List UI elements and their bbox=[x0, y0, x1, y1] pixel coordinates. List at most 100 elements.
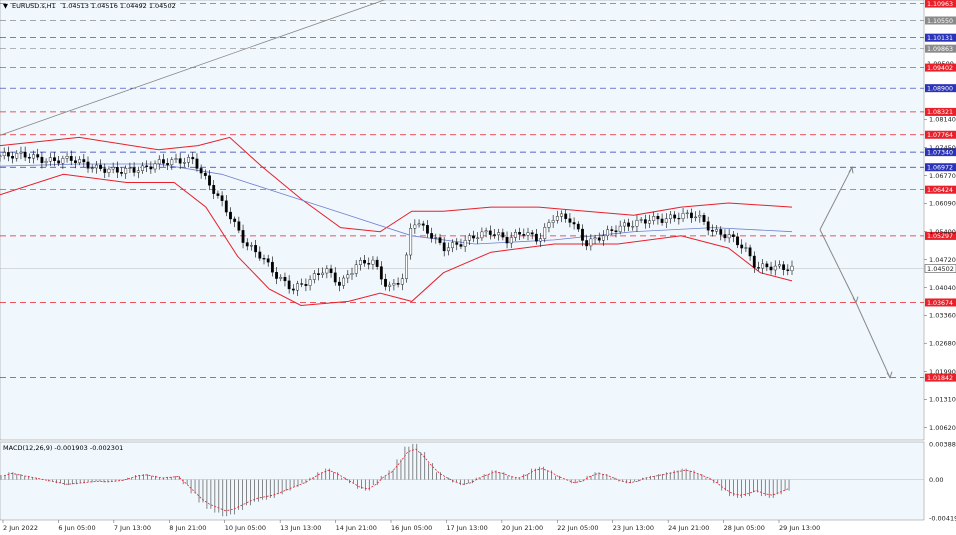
price-tick-label: 1.07450 bbox=[929, 144, 956, 152]
time-tick-label: 23 Jun 13:00 bbox=[613, 524, 654, 532]
candle-body bbox=[90, 167, 94, 169]
level-label: 1.09402 bbox=[927, 65, 953, 72]
candle-body bbox=[786, 269, 790, 271]
candle-body bbox=[539, 238, 542, 242]
candle-body bbox=[145, 165, 149, 167]
time-tick-label: 2 Jun 2022 bbox=[3, 524, 38, 532]
candle-body bbox=[44, 161, 48, 163]
candle-body bbox=[430, 233, 434, 239]
candle-body bbox=[107, 168, 111, 173]
candle-body bbox=[174, 158, 178, 160]
level-label: 1.08900 bbox=[927, 85, 953, 92]
candle-body bbox=[367, 262, 371, 265]
price-tick-label: 1.08140 bbox=[929, 116, 956, 124]
candle-body bbox=[229, 211, 232, 220]
candle-body bbox=[99, 164, 102, 169]
macd-pane[interactable] bbox=[0, 441, 925, 521]
candle-body bbox=[459, 244, 463, 247]
level-label: 1.10131 bbox=[927, 35, 953, 42]
price-tick-label: 1.02680 bbox=[929, 340, 956, 348]
candle-body bbox=[132, 167, 136, 173]
candle-body bbox=[2, 152, 6, 157]
candle-body bbox=[203, 172, 207, 176]
candle-body bbox=[69, 156, 73, 161]
trend-line bbox=[0, 0, 386, 136]
candle-body bbox=[36, 154, 40, 158]
time-tick-label: 24 Jun 21:00 bbox=[668, 524, 709, 532]
chart-header-arrow[interactable]: ▼ bbox=[3, 2, 8, 10]
level-label: 1.10550 bbox=[927, 18, 953, 25]
candle-body bbox=[694, 216, 698, 219]
candle-body bbox=[6, 152, 10, 157]
price-tick-label: 1.04040 bbox=[929, 284, 956, 292]
bollinger-bands bbox=[0, 136, 793, 307]
candle-body bbox=[710, 229, 714, 232]
candle-body bbox=[488, 230, 492, 235]
candle-body bbox=[652, 216, 656, 221]
candle-body bbox=[128, 167, 132, 169]
candle-body bbox=[455, 242, 459, 245]
candle-body bbox=[19, 151, 23, 154]
candle-body bbox=[560, 213, 563, 217]
level-label: 1.08321 bbox=[927, 109, 953, 116]
candle-body bbox=[187, 157, 190, 163]
level-badge bbox=[925, 63, 956, 72]
candle-body bbox=[639, 219, 643, 221]
candle-body bbox=[627, 222, 630, 227]
candle-body bbox=[534, 233, 538, 242]
candle-body bbox=[103, 168, 107, 173]
candle-body bbox=[501, 232, 505, 238]
level-label: 1.09863 bbox=[927, 46, 953, 53]
candle-body bbox=[94, 164, 98, 169]
candle-body bbox=[497, 232, 501, 236]
candle-body bbox=[769, 266, 773, 271]
bollinger-lower bbox=[0, 173, 793, 307]
candle-body bbox=[417, 223, 421, 226]
level-label: 1.07764 bbox=[927, 132, 953, 139]
candle-body bbox=[706, 221, 710, 231]
price-pane[interactable] bbox=[0, 0, 925, 441]
candle-body bbox=[564, 213, 568, 219]
time-tick-label: 22 Jun 05:00 bbox=[557, 524, 598, 532]
candle-body bbox=[702, 215, 706, 222]
candle-body bbox=[551, 220, 555, 223]
candle-body bbox=[426, 225, 429, 234]
candle-body bbox=[312, 273, 316, 280]
candle-body bbox=[48, 157, 52, 162]
price-tick-label: 1.00620 bbox=[929, 424, 956, 432]
candle-body bbox=[254, 245, 258, 253]
candle-body bbox=[392, 283, 396, 286]
candle-body bbox=[304, 284, 308, 286]
candle-body bbox=[354, 264, 358, 274]
candle-body bbox=[413, 224, 417, 229]
candle-body bbox=[40, 156, 44, 163]
level-badge bbox=[925, 16, 956, 25]
candle-body bbox=[61, 158, 65, 164]
projection-arrows bbox=[819, 165, 893, 379]
candle-body bbox=[472, 235, 475, 239]
candle-body bbox=[790, 265, 794, 271]
macd-tick-label: 0.003884 bbox=[929, 440, 956, 448]
candle-body bbox=[296, 283, 299, 291]
candle-body bbox=[15, 153, 19, 159]
candle-body bbox=[162, 159, 165, 164]
projection-up-line bbox=[819, 167, 853, 230]
candle-body bbox=[195, 158, 199, 169]
candle-body bbox=[782, 264, 786, 270]
projection-down-arrowhead-1 bbox=[852, 296, 859, 304]
candle-body bbox=[589, 238, 593, 247]
candle-body bbox=[622, 222, 626, 227]
level-label: 1.07340 bbox=[927, 149, 953, 156]
level-label: 1.01842 bbox=[927, 375, 953, 382]
candle-body bbox=[530, 232, 534, 235]
macd-tick-label: -0.004191 bbox=[929, 514, 956, 522]
candle-body bbox=[685, 212, 689, 214]
candle-body bbox=[375, 259, 379, 267]
time-axis: 2 Jun 2022 6 Jun 05:00 7 Jun 13:00 8 Jun 21… bbox=[2, 520, 820, 532]
candle-body bbox=[57, 160, 61, 164]
candle-body bbox=[338, 281, 341, 286]
candle-body bbox=[736, 236, 739, 246]
candle-body bbox=[778, 264, 781, 267]
level-badge bbox=[925, 231, 956, 240]
